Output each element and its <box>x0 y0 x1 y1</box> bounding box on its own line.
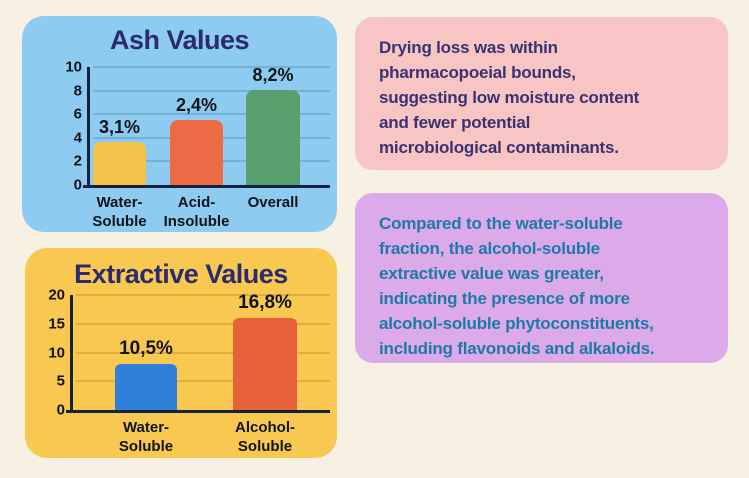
extractive-comparison-text: Compared to the water-soluble fraction, … <box>379 214 655 358</box>
bar-alcohol-soluble <box>233 318 297 410</box>
bar-acid-insoluble <box>170 120 223 185</box>
y-tick-label: 20 <box>48 286 65 304</box>
extractive-values-panel: Extractive Values 0 5 10 15 20 10,5% Water- So… <box>25 248 337 458</box>
bar-value-label: 16,8% <box>238 292 292 313</box>
drying-loss-text: Drying loss was within pharmacopoeial bo… <box>379 38 640 157</box>
x-axis <box>83 185 330 188</box>
gridline <box>93 113 330 116</box>
y-tick-label: 10 <box>48 344 65 361</box>
ash-values-panel: Ash Values 0 2 4 6 8 10 3,1% Water- Soluble 2,4%… <box>22 16 337 232</box>
bar-overall <box>246 90 300 185</box>
bar-category-label: Acid- Insoluble <box>163 194 230 230</box>
bar-value-label: 2,4% <box>175 95 218 115</box>
gridline <box>76 380 330 383</box>
gridline <box>76 322 330 325</box>
extractive-comparison-note: Compared to the water-soluble fraction, … <box>355 193 728 363</box>
y-axis <box>70 295 73 413</box>
bar-water-soluble <box>115 364 177 410</box>
ash-chart-plot: 0 2 4 6 8 10 3,1% Water- Soluble 2,4% Acid- Insol… <box>22 16 337 232</box>
y-tick-label: 2 <box>73 152 82 170</box>
extractive-chart-title: Extractive Values <box>74 259 288 289</box>
bar-category-label: Water- Soluble <box>92 194 147 230</box>
gridline <box>76 351 330 354</box>
y-tick-label: 0 <box>73 176 82 194</box>
gridline <box>93 89 330 92</box>
bar-value-label: 10,5% <box>119 338 173 359</box>
gridline <box>76 294 330 296</box>
x-axis <box>66 410 330 413</box>
y-tick-label: 15 <box>48 315 65 333</box>
ash-chart-title: Ash Values <box>109 25 250 55</box>
y-tick-label: 0 <box>56 401 65 419</box>
drying-loss-note: Drying loss was within pharmacopoeial bo… <box>355 17 728 170</box>
gridline <box>93 66 330 68</box>
bar-category-label: Alcohol- Soluble <box>235 419 295 455</box>
bar-category-label: Overall <box>247 194 299 211</box>
y-tick-label: 5 <box>56 372 65 390</box>
y-tick-label: 8 <box>73 82 82 100</box>
bar-value-label: 8,2% <box>252 65 294 85</box>
y-tick-label: 6 <box>73 105 82 123</box>
bar-category-label: Water- Soluble <box>118 419 174 455</box>
bar-water-soluble <box>93 142 146 185</box>
y-tick-label: 10 <box>65 58 82 76</box>
bar-value-label: 3,1% <box>98 117 141 137</box>
y-axis <box>87 67 90 188</box>
y-tick-label: 4 <box>73 129 82 147</box>
extractive-chart-plot: 0 5 10 15 20 10,5% Water- Soluble 16,8% Alcohol-… <box>25 248 337 458</box>
